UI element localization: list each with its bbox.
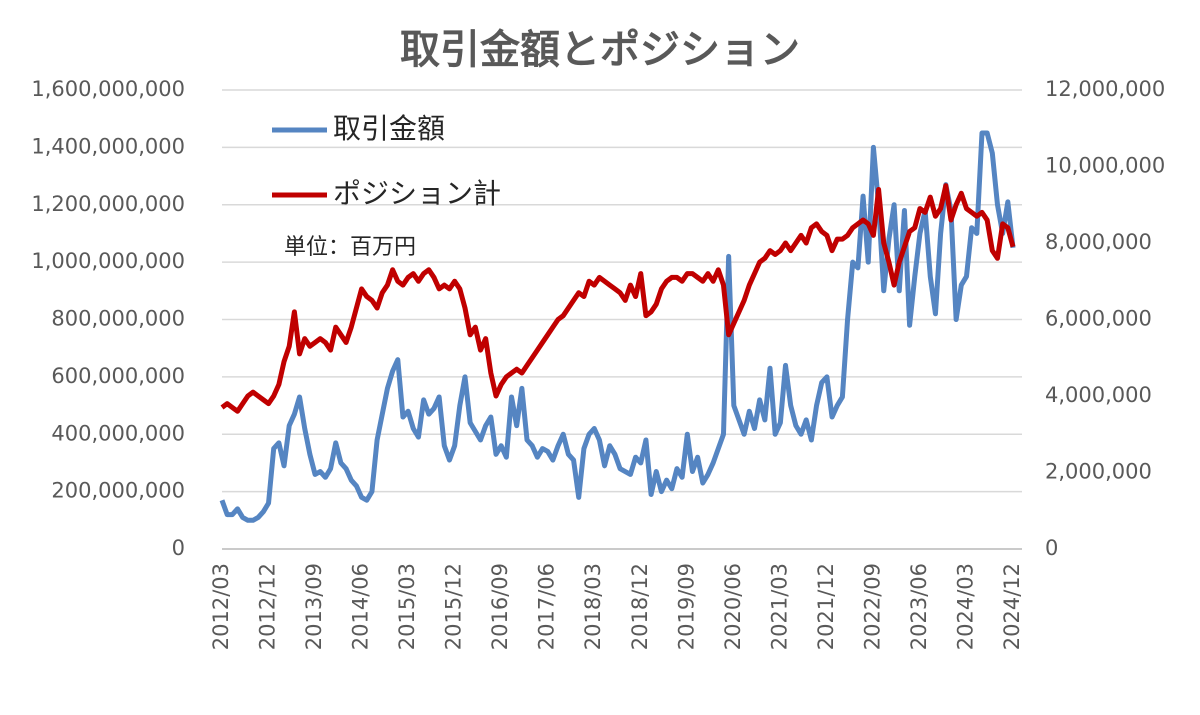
x-tick-label: 2013/09 (302, 563, 326, 650)
x-tick-label: 2018/03 (581, 563, 605, 650)
x-tick-label: 2024/03 (953, 563, 977, 650)
x-tick-label: 2021/12 (814, 563, 838, 650)
x-tick-label: 2024/12 (1000, 563, 1024, 650)
y-tick-label: 1,400,000,000 (31, 134, 185, 158)
y-tick-label: 600,000,000 (51, 364, 185, 388)
x-tick-label: 2023/06 (907, 563, 931, 650)
y-tick-label: 800,000,000 (51, 307, 185, 331)
chart-title: 取引金額とポジション (400, 27, 800, 73)
legend-label: 取引金額 (333, 112, 445, 145)
y-tick-label: 400,000,000 (51, 421, 185, 445)
y2-tick-label: 2,000,000 (1045, 460, 1152, 484)
series-line (219, 130, 1016, 523)
y2-tick-label: 10,000,000 (1045, 154, 1165, 178)
x-tick-label: 2018/12 (628, 563, 652, 650)
x-tick-label: 2020/06 (721, 563, 745, 650)
y2-tick-label: 4,000,000 (1045, 383, 1152, 407)
x-tick-label: 2017/06 (535, 563, 559, 650)
y-tick-label: 1,200,000,000 (31, 192, 185, 216)
series-line (220, 183, 1016, 414)
x-tick-label: 2015/03 (395, 563, 419, 650)
x-tick-label: 2012/03 (209, 563, 233, 650)
legend-label: ポジション計 (333, 177, 501, 210)
x-tick-label: 2021/03 (767, 563, 791, 650)
x-tick-label: 2019/09 (674, 563, 698, 650)
x-tick-label: 2012/12 (256, 563, 280, 650)
y-tick-label: 200,000,000 (51, 479, 185, 503)
x-tick-label: 2015/12 (442, 563, 466, 650)
annotation: 単位：百万円 (284, 235, 416, 260)
y-tick-label: 1,600,000,000 (31, 77, 185, 101)
y2-tick-label: 8,000,000 (1045, 230, 1152, 254)
y-tick-label: 1,000,000,000 (31, 249, 185, 273)
x-tick-label: 2022/09 (860, 563, 884, 650)
y2-tick-label: 0 (1045, 536, 1058, 560)
y-tick-label: 0 (172, 536, 185, 560)
y2-tick-label: 6,000,000 (1045, 307, 1152, 331)
x-tick-label: 2014/06 (349, 563, 373, 650)
x-tick-label: 2016/09 (488, 563, 512, 650)
y2-tick-label: 12,000,000 (1045, 77, 1165, 101)
